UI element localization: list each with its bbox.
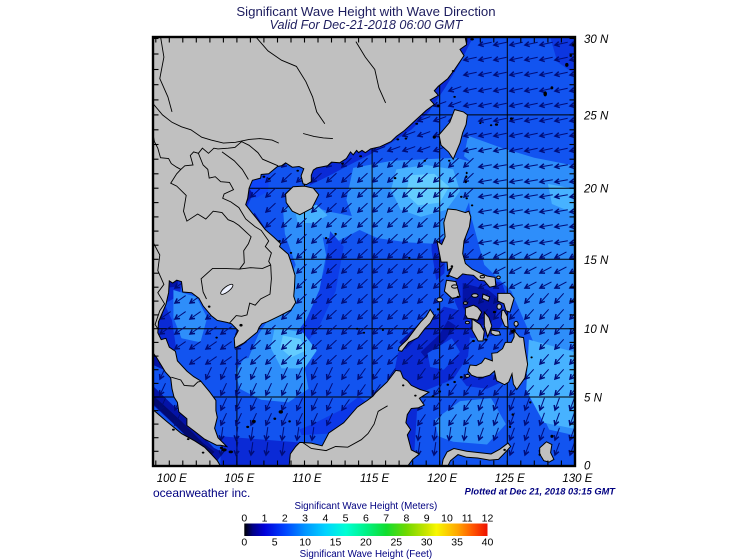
svg-text:25: 25 — [390, 537, 402, 549]
svg-text:115 E: 115 E — [360, 473, 390, 485]
svg-text:0: 0 — [584, 460, 591, 472]
svg-text:30: 30 — [421, 537, 433, 549]
svg-text:10: 10 — [441, 513, 453, 525]
svg-text:11: 11 — [462, 513, 473, 525]
svg-text:10: 10 — [299, 537, 311, 549]
svg-text:20: 20 — [360, 537, 372, 549]
svg-text:120 E: 120 E — [427, 473, 457, 485]
svg-text:0: 0 — [241, 537, 247, 549]
svg-text:1: 1 — [262, 513, 268, 525]
svg-text:10 N: 10 N — [584, 324, 609, 336]
svg-text:110 E: 110 E — [292, 473, 322, 485]
svg-text:4: 4 — [322, 513, 328, 525]
svg-text:5: 5 — [343, 513, 349, 525]
svg-text:oceanweather inc.: oceanweather inc. — [153, 486, 250, 500]
svg-text:5 N: 5 N — [584, 393, 603, 405]
svg-text:Significant Wave Height (Feet): Significant Wave Height (Feet) — [300, 549, 433, 560]
svg-text:15: 15 — [330, 537, 342, 549]
svg-text:9: 9 — [424, 513, 430, 525]
svg-text:125 E: 125 E — [495, 473, 525, 485]
svg-text:2: 2 — [282, 513, 288, 525]
svg-text:Valid For Dec-21-2018 06:00 GM: Valid For Dec-21-2018 06:00 GMT — [270, 18, 464, 32]
svg-text:12: 12 — [482, 513, 494, 525]
svg-text:105 E: 105 E — [224, 473, 254, 485]
svg-text:5: 5 — [272, 537, 278, 549]
svg-text:Plotted at Dec 21, 2018 03:15: Plotted at Dec 21, 2018 03:15 GMT — [465, 487, 617, 497]
svg-text:0: 0 — [241, 513, 247, 525]
svg-text:130 E: 130 E — [562, 473, 592, 485]
svg-text:3: 3 — [302, 513, 308, 525]
svg-text:25 N: 25 N — [583, 110, 609, 122]
svg-text:Significant Wave Height (Meter: Significant Wave Height (Meters) — [294, 501, 437, 512]
svg-text:Significant Wave Height with W: Significant Wave Height with Wave Direct… — [236, 4, 495, 19]
svg-text:30 N: 30 N — [584, 34, 609, 46]
svg-text:40: 40 — [482, 537, 494, 549]
svg-text:7: 7 — [383, 513, 389, 525]
svg-text:20 N: 20 N — [583, 184, 609, 196]
svg-text:15 N: 15 N — [584, 255, 609, 267]
svg-text:100 E: 100 E — [157, 473, 187, 485]
svg-text:8: 8 — [403, 513, 409, 525]
svg-text:35: 35 — [451, 537, 463, 549]
svg-text:6: 6 — [363, 513, 369, 525]
